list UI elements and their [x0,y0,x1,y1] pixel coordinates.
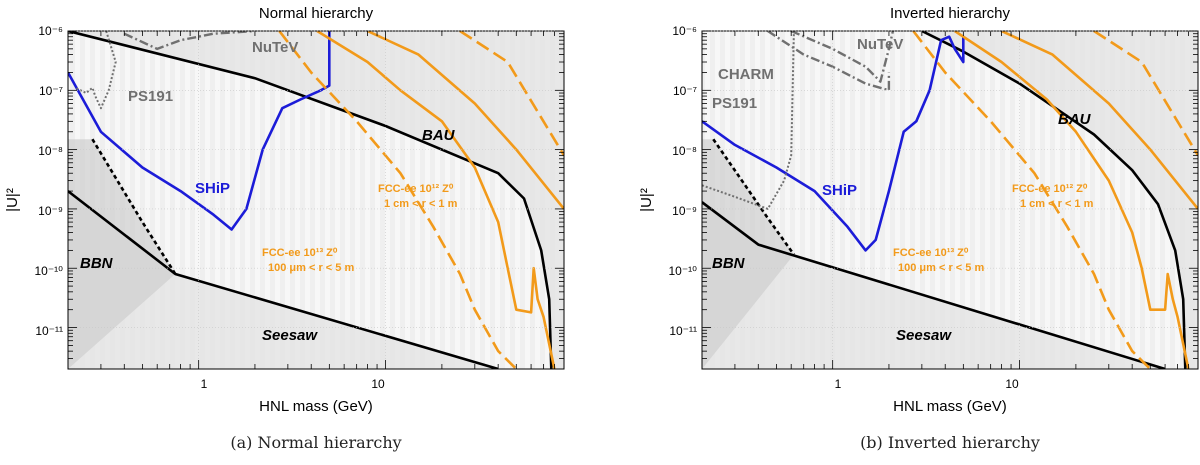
ship-label: SHiP [822,182,857,199]
bbn-excluded-region [68,139,176,369]
curve-nutev [790,31,895,83]
x-tick-label: 1 [835,377,842,391]
curve-charm [767,31,891,92]
x-tick-label: 10 [371,377,385,391]
region-label-bbn: BBN [80,255,114,272]
axis-ticks [67,30,565,370]
region-label-bau: BAU [1058,111,1092,128]
fcc-label-1e12-line1: FCC-ee 10¹² Z⁰ [378,183,454,195]
y-tick-label: 10⁻¹¹ [35,324,63,338]
y-tick-label: 10⁻⁸ [672,144,697,158]
curve-bau [68,31,553,369]
excluded-regions [68,31,564,369]
plot-area [68,31,564,369]
fcc-label-1e13-line2: 100 μm < r < 5 m [268,262,354,274]
fcc-label-1e12-line2: 1 cm < r < 1 m [384,198,458,210]
y-axis-label: |U|² [4,188,21,212]
curve-fcc-ee-10-z [954,31,1190,369]
x-tick-label: 1 [201,377,208,391]
curve-nutev [123,31,255,51]
experiment-label-ps191: PS191 [712,95,757,112]
x-tick-label: 10 [1005,377,1019,391]
region-label-seesaw: Seesaw [262,327,318,344]
curve-ps191 [75,31,117,110]
region-label-bbn: BBN [712,255,746,272]
curve-fcc-ee-10-z [912,31,1152,369]
y-tick-label: 10⁻⁶ [672,24,697,38]
curve-ps191 [702,31,795,210]
caption: (b) Inverted hierarchy [860,433,1040,452]
region-label-seesaw: Seesaw [896,327,952,344]
panel-title: Inverted hierarchy [890,5,1011,22]
y-tick-label: 10⁻¹⁰ [35,264,64,278]
fcc-label-1e13-line1: FCC-ee 10¹³ Z⁰ [893,247,969,259]
fcc-label-1e13-line1: FCC-ee 10¹³ Z⁰ [262,247,338,259]
x-axis-label: HNL mass (GeV) [259,398,373,415]
y-tick-label: 10⁻⁹ [38,204,63,218]
plot-area [702,31,1198,369]
y-axis-label: |U|² [638,188,655,212]
curve-seesaw [68,190,499,369]
experiment-label-nutev: NuTeV [857,36,903,53]
fcc-label-1e12-line2: 1 cm < r < 1 m [1020,198,1094,210]
curve-fcc-ee-10-z-r-up-to-5-m [1093,31,1198,157]
ship-label: SHiP [195,180,230,197]
curve-ship [702,35,965,252]
region-label-bau: BAU [422,127,456,144]
y-tick-label: 10⁻⁶ [38,24,63,38]
y-tick-label: 10⁻⁷ [39,84,63,98]
curve-bau [921,31,1187,369]
seesaw-excluded-region [702,202,1166,369]
seesaw-excluded-region [68,191,499,369]
y-tick-label: 10⁻¹⁰ [669,264,698,278]
y-tick-label: 10⁻⁸ [38,144,63,158]
y-tick-label: 10⁻¹¹ [669,324,697,338]
curve-bbn [712,138,795,256]
fcc-label-1e12-line1: FCC-ee 10¹² Z⁰ [1012,183,1088,195]
curve-fcc-ee-10-z-r-up-to-5-m [1000,31,1198,210]
experiment-label-ps191: PS191 [128,88,173,105]
bbn-excluded-region [702,139,794,369]
curve-fcc-ee-10-z [316,31,556,369]
curve-fcc-ee-10-z-r-up-to-5-m [459,31,564,157]
panel-inverted-hierarchy: Inverted hierarchy 1 10 10⁻⁶ 10⁻⁷ 10⁻⁸ 1… [638,5,1199,452]
excluded-regions [702,31,1198,369]
panel-normal-hierarchy: Normal hierarchy 1 10 10⁻⁶ 10⁻⁷ 10⁻⁸ 10⁻… [4,5,565,452]
y-tick-label: 10⁻⁹ [672,204,697,218]
plot-frame [67,30,565,370]
plot-frame [701,30,1199,370]
caption: (a) Normal hierarchy [230,433,401,452]
experiment-label-nutev: NuTeV [252,39,298,56]
x-axis-label: HNL mass (GeV) [893,398,1007,415]
bau-excluded-region [921,31,1198,369]
panel-title: Normal hierarchy [259,5,374,22]
y-tick-label: 10⁻⁷ [673,84,697,98]
axis-ticks [701,30,1199,370]
curves [68,31,564,369]
bau-excluded-region [68,31,564,369]
curve-fcc-ee-10-z [278,31,518,369]
fcc-label-1e13-line2: 100 μm < r < 5 m [898,262,984,274]
experiment-label-charm: CHARM [718,66,774,83]
curve-fcc-ee-10-z-r-up-to-5-m [366,31,564,210]
